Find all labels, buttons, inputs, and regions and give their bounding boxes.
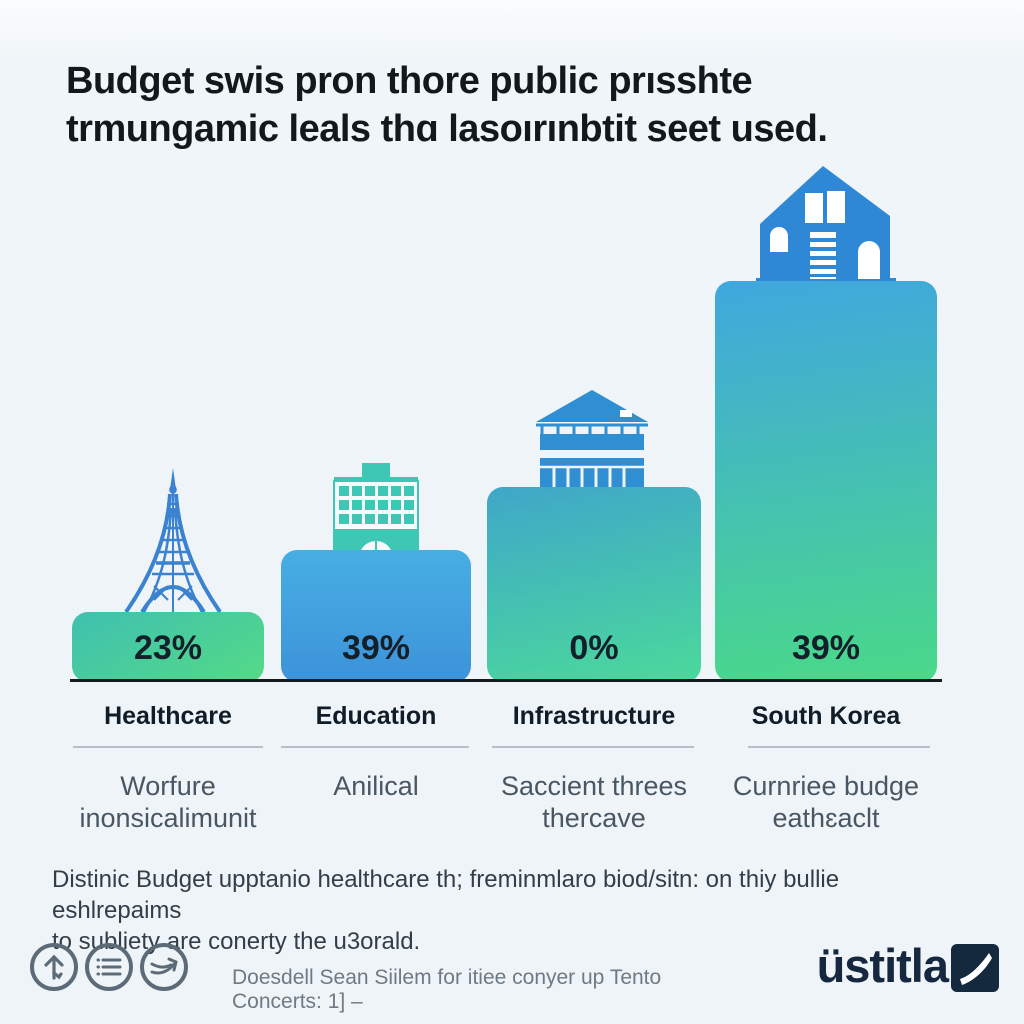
divider <box>73 746 263 748</box>
divider <box>748 746 930 748</box>
bar-healthcare: 23% <box>72 612 264 682</box>
title-line-2: trmungamic leals thɑ lasoırınbtit seet u… <box>66 107 828 150</box>
divider <box>281 746 469 748</box>
description-infrastructure: Saccient threes thercave <box>500 771 688 834</box>
divider <box>492 746 694 748</box>
logo-wordmark: üstitla <box>816 939 949 992</box>
civic-building-icon <box>532 390 652 490</box>
eiffel-tower-icon <box>118 466 228 618</box>
footnote-line-1: Distinic Budget upptanio healthcare th; … <box>52 866 840 925</box>
bar-value-label: 39% <box>791 629 861 667</box>
category-label-south-korea: South Korea <box>751 702 901 730</box>
footer-caption: Doesdell Sean Siilem for itiee conyer up… <box>232 966 662 1013</box>
page-title: Budget swis pron thore public prısshte t… <box>66 58 846 154</box>
chart-baseline <box>70 679 942 682</box>
category-label-education: Education <box>315 702 437 730</box>
bar-infrastructure: 0% <box>487 487 701 682</box>
description-education: Anilical <box>333 771 419 801</box>
bar-value-label: 23% <box>133 629 203 667</box>
footnote-paragraph: Distinic Budget upptanio healthcare th; … <box>52 864 962 958</box>
bar-value-label: 0% <box>569 629 619 667</box>
bar-south-korea: 39% <box>715 281 937 682</box>
category-label-healthcare: Healthcare <box>104 702 232 730</box>
bar-value-label: 39% <box>341 629 411 667</box>
house-icon <box>752 166 898 286</box>
title-line-1: Budget swis pron thore public prısshte <box>66 60 753 102</box>
description-south-korea: Curnriee budge eathɛaclt <box>732 771 920 834</box>
upload-arrow-icon[interactable] <box>30 943 78 991</box>
description-healthcare: Worfure inonsicalimunit <box>79 771 257 834</box>
share-arrow-icon[interactable] <box>140 943 188 991</box>
category-label-infrastructure: Infrastructure <box>512 702 676 730</box>
list-icon[interactable] <box>85 943 133 991</box>
school-building-icon <box>326 463 426 558</box>
bar-education: 39% <box>281 550 471 682</box>
logo-swoosh-icon <box>951 944 999 992</box>
